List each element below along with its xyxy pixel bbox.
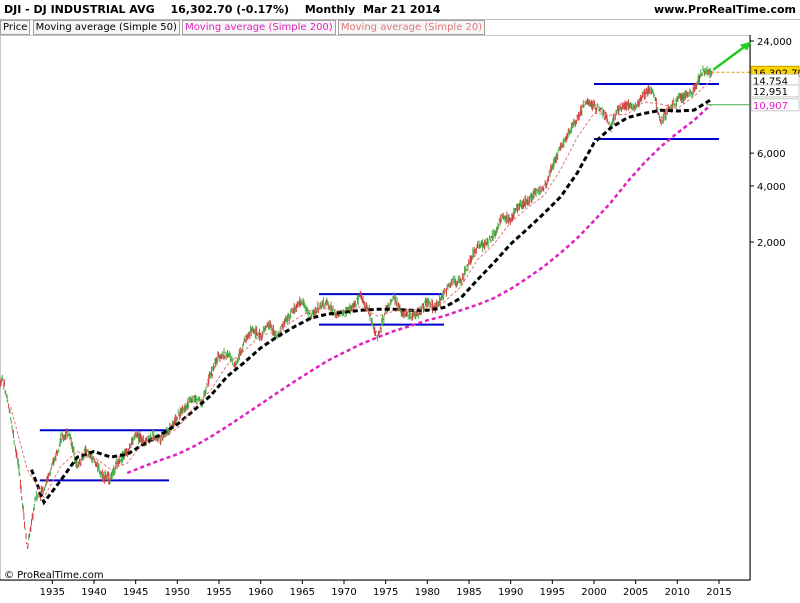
- x-tick-label: 1980: [415, 587, 440, 598]
- copyright-notice: © ProRealTime.com: [4, 570, 104, 581]
- x-tick-label: 1975: [373, 587, 398, 598]
- plot-area: [0, 35, 751, 581]
- site-url[interactable]: www.ProRealTime.com: [653, 3, 796, 16]
- y-tick-label: 6,000: [757, 149, 786, 160]
- chart-svg[interactable]: 24,000 6,000 4,000 2,000 1935 1940 1945 1950 195…: [0, 35, 800, 600]
- x-tick-label: 1955: [206, 587, 231, 598]
- series-line-3: [10, 80, 712, 499]
- price-label-box: [750, 84, 800, 98]
- x-tick-label: 2005: [623, 587, 648, 598]
- x-tick-label: 2015: [706, 587, 731, 598]
- y-tick-label: 24,000: [757, 37, 792, 48]
- price-label: 14,754: [753, 76, 788, 87]
- chart-title: DJI - DJ INDUSTRIAL AVG 16,302.70 (-0.17…: [4, 3, 444, 16]
- x-tick-label: 1945: [123, 587, 148, 598]
- period-label: Monthly: [304, 3, 356, 16]
- x-tick-label: 2010: [665, 587, 690, 598]
- legend-ma50[interactable]: Moving average (Simple 50): [32, 20, 180, 35]
- price-label: 10,907: [753, 101, 788, 112]
- series-line-2: [126, 103, 712, 475]
- x-tick-label: 1985: [456, 587, 481, 598]
- legend-ma20[interactable]: Moving average (Simple 20): [337, 20, 486, 35]
- last-quote: 16,302.70 (-0.17%): [170, 3, 289, 16]
- trend-arrow-head: [739, 41, 752, 51]
- legend-ma200[interactable]: Moving average (Simple 200): [182, 20, 336, 35]
- price-label: 16,302.70: [753, 68, 800, 79]
- x-tick-label: 1940: [81, 587, 106, 598]
- chart-header: DJI - DJ INDUSTRIAL AVG 16,302.70 (-0.17…: [0, 0, 800, 20]
- x-tick-label: 1935: [40, 587, 65, 598]
- x-tick-label: 1965: [290, 587, 315, 598]
- date-label: Mar 21 2014: [363, 3, 441, 16]
- price-label-box: [750, 98, 800, 112]
- x-tick-label: 1950: [165, 587, 190, 598]
- price-chart[interactable]: 24,000 6,000 4,000 2,000 1935 1940 1945 1950 195…: [0, 35, 800, 600]
- x-tick-label: 2000: [581, 587, 606, 598]
- x-tick-label: 1960: [248, 587, 273, 598]
- x-tick-label: 1990: [498, 587, 523, 598]
- y-tick-label: 2,000: [757, 238, 786, 249]
- legend-price[interactable]: Price: [0, 20, 31, 35]
- y-tick-label: 4,000: [757, 182, 786, 193]
- series-line-1: [30, 98, 712, 506]
- x-tick-label: 1995: [540, 587, 565, 598]
- x-tick-label: 1970: [331, 587, 356, 598]
- indicator-legend: Price Moving average (Simple 50) Moving …: [0, 20, 486, 35]
- symbol-name: DJI - DJ INDUSTRIAL AVG: [4, 3, 155, 16]
- price-label: 12,951: [753, 87, 788, 98]
